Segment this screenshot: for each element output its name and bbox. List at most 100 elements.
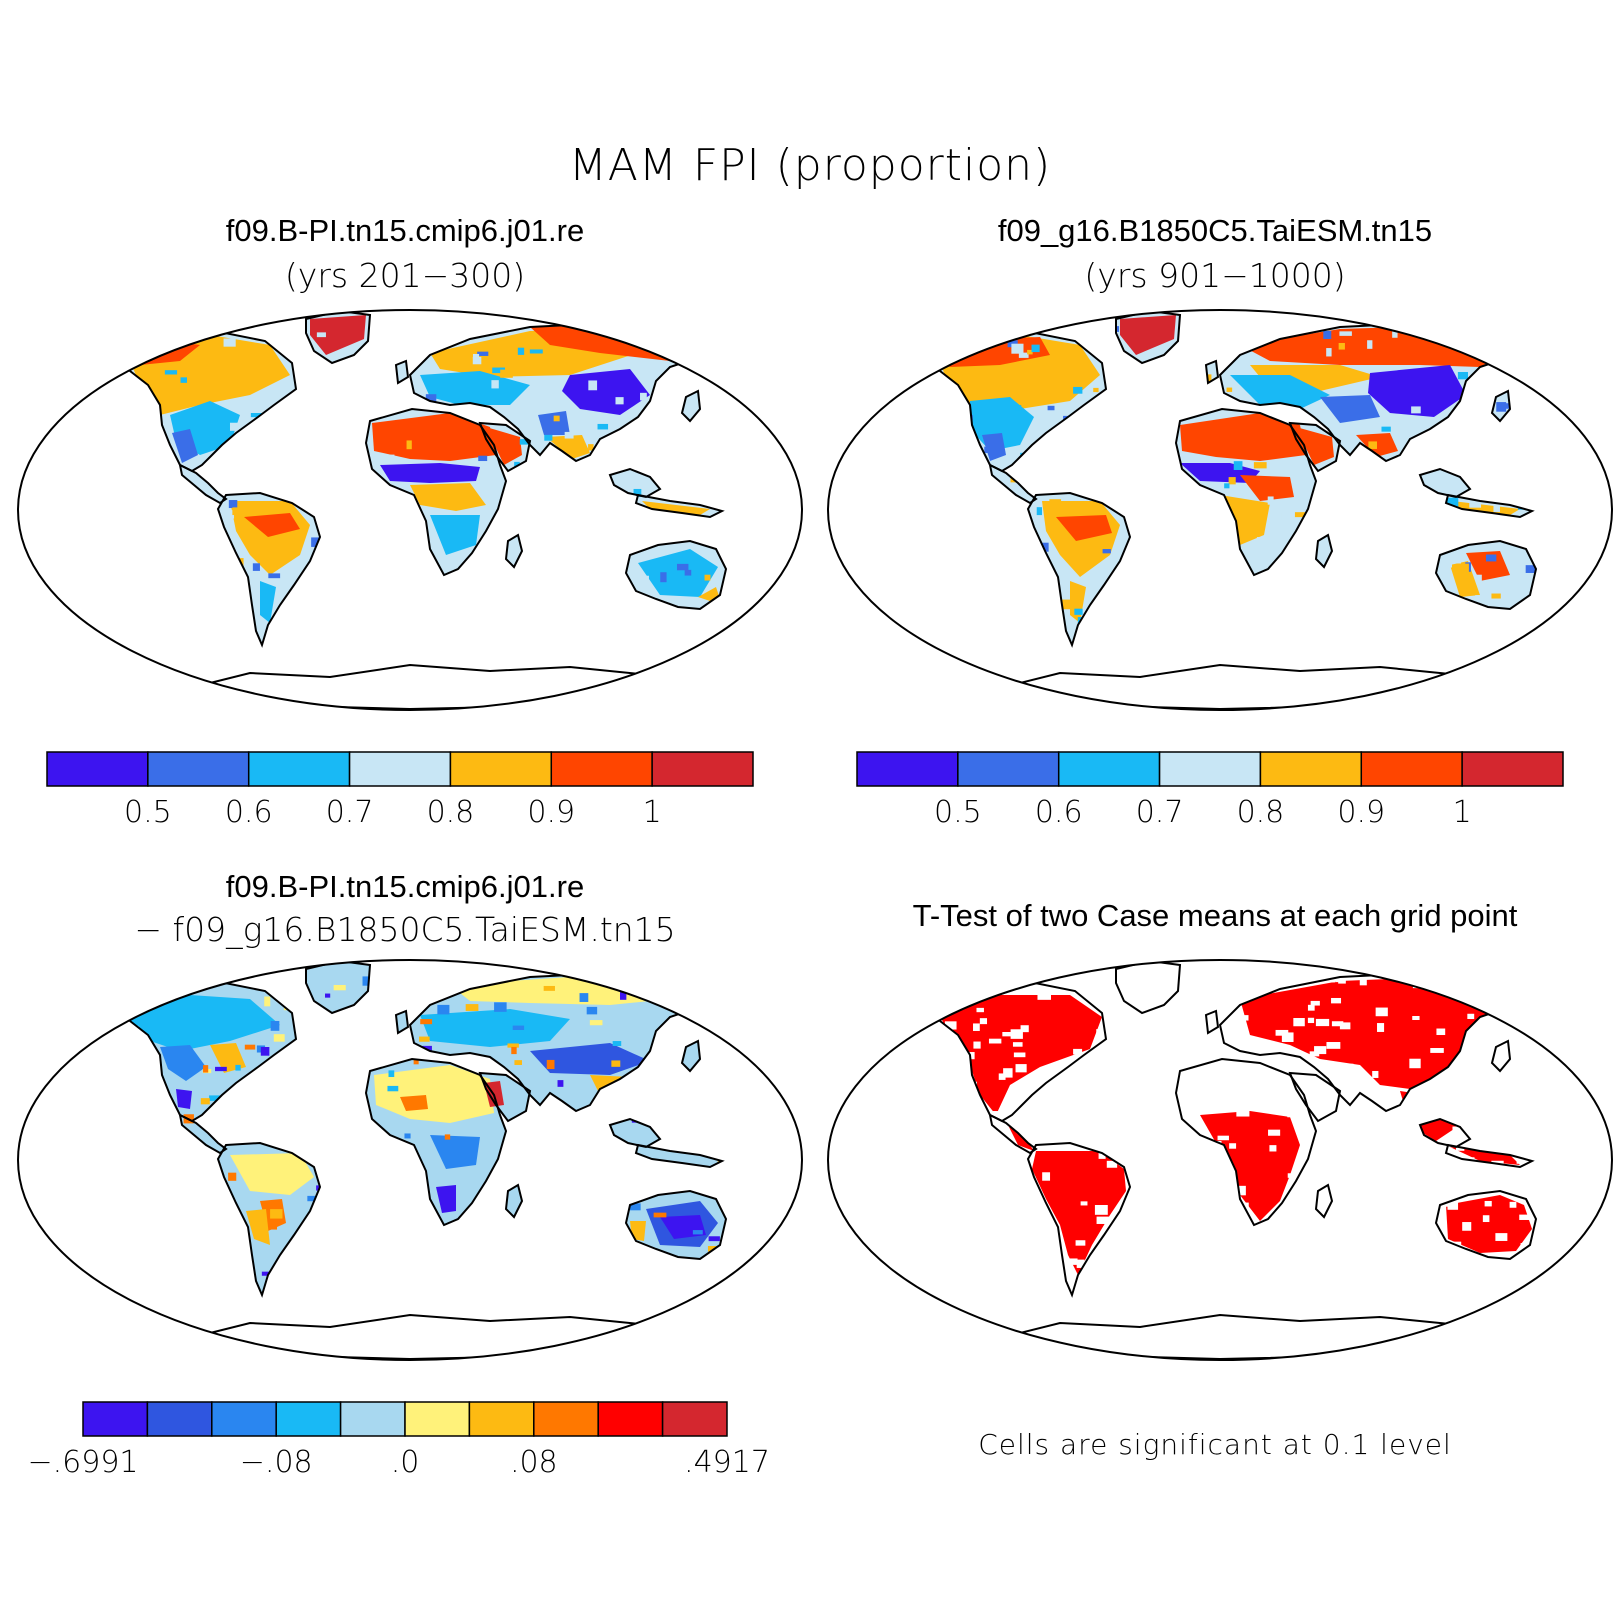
colorbar-box-0	[856, 751, 959, 787]
colorbar-box-6	[1461, 751, 1564, 787]
coast-indonesia	[1444, 1143, 1535, 1169]
panel-2-subtitle: (yrs 901−1000)	[1084, 256, 1346, 295]
colorbar-box-2	[1057, 751, 1161, 787]
coast-newZealand	[760, 597, 784, 635]
colorbar-box-3	[348, 751, 452, 787]
colorbar-box-7	[533, 1401, 599, 1437]
map-panel-1	[17, 309, 803, 711]
colorbar-label-2: .0	[391, 1445, 420, 1480]
panel-2-title: f09_g16.B1850C5.TaiESM.tn15	[997, 213, 1433, 248]
coast-madagascar	[1314, 1183, 1334, 1219]
colorbar-panel-1: 0.5 0.6 0.7 0.8 0.9 1	[46, 751, 754, 830]
colorbar-box-0	[46, 751, 149, 787]
coast-seAsia	[1418, 467, 1472, 499]
colorbar-panel-2: 0.5 0.6 0.7 0.8 0.9 1	[856, 751, 1564, 830]
colorbar-label-0: 0.5	[124, 795, 172, 830]
map-panel-2	[827, 309, 1613, 711]
colorbar-box-6	[651, 751, 754, 787]
colorbar-box-5	[1360, 751, 1463, 787]
map-border	[17, 959, 803, 1361]
figure-title: MAM FPI (proportion)	[568, 140, 1052, 191]
field-region-6	[1446, 1195, 1532, 1253]
coast-northAmerica	[118, 979, 298, 1123]
colorbar-box-9	[661, 1401, 728, 1437]
coast-madagascar	[504, 1183, 524, 1219]
coast-antarctica	[977, 1313, 1523, 1360]
coast-japan	[680, 389, 702, 423]
colorbar-box-0	[82, 1401, 149, 1437]
coast-seAsia	[608, 467, 662, 499]
coast-australia	[1434, 539, 1538, 611]
coast-japan	[680, 1039, 702, 1073]
colorbar-label-1: 0.6	[1035, 795, 1083, 830]
field-region-17	[1070, 581, 1086, 623]
coast-antarctica	[167, 663, 713, 710]
coast-indonesia	[634, 1143, 725, 1169]
field-region-11	[1296, 427, 1334, 465]
field-region-11	[380, 463, 480, 483]
field-region-19	[1450, 561, 1480, 597]
field-region-20	[1452, 501, 1520, 515]
coast-japan	[1490, 389, 1512, 423]
colorbar-box-5	[550, 751, 653, 787]
field-region-1	[160, 1045, 206, 1081]
coast-southAmerica	[216, 1141, 322, 1298]
field-region-12	[436, 1185, 456, 1213]
coast-uk	[1204, 1009, 1220, 1035]
colorbar-label-3: 0.8	[427, 795, 475, 830]
panel-3-title: f09.B-PI.tn15.cmip6.j01.re	[225, 869, 585, 904]
field-region-12	[410, 483, 486, 511]
field-region-2	[176, 1089, 192, 1109]
significance-note: Cells are significant at 0.1 level	[978, 1428, 1452, 1461]
field-region-15	[244, 513, 300, 537]
coast-southAmerica	[1026, 491, 1132, 648]
field-region-15	[246, 1209, 270, 1245]
colorbar-box-1	[147, 751, 250, 787]
coast-uk	[394, 1009, 410, 1035]
colorbar-box-4	[339, 1401, 406, 1437]
colorbar-label-0: −.6991	[27, 1445, 138, 1480]
colorbar-box-1	[957, 751, 1060, 787]
colorbar-box-6	[468, 1401, 535, 1437]
field-region-7	[1230, 375, 1330, 409]
colorbar-label-4: 0.9	[1337, 795, 1385, 830]
colorbar-label-4: .4917	[684, 1445, 770, 1480]
map-panel-3	[17, 959, 803, 1361]
coast-newZealand	[1570, 597, 1594, 635]
field-region-0	[130, 995, 280, 1051]
coast-indonesia	[634, 493, 725, 519]
coast-northAmerica	[118, 329, 298, 473]
field-region-9	[372, 413, 496, 461]
field-region-18	[538, 411, 570, 435]
field-region-2	[1240, 977, 1510, 1089]
panel-1-subtitle: (yrs 201−300)	[284, 256, 526, 295]
coast-japan	[1490, 1039, 1512, 1073]
field-region-21	[1356, 433, 1398, 457]
field-region-14	[1220, 495, 1270, 545]
coast-seAsia	[608, 1117, 662, 1149]
field-region-6	[530, 1043, 650, 1075]
colorbar-label-1: 0.6	[225, 795, 273, 830]
coast-australia	[1434, 1189, 1538, 1261]
coast-australia	[624, 1189, 728, 1261]
field-region-4	[982, 433, 1006, 461]
map-panel-4	[827, 959, 1613, 1361]
field-region-2	[1120, 315, 1176, 355]
colorbar-label-0: 0.5	[934, 795, 982, 830]
coast-antarctica	[167, 1313, 713, 1360]
colorbar-box-3	[1158, 751, 1262, 787]
map-border	[827, 309, 1613, 711]
colorbar-box-2	[247, 751, 351, 787]
colorbar-box-5	[404, 1401, 471, 1437]
panel-3-subtitle: − f09_g16.B1850C5.TaiESM.tn15	[134, 910, 676, 949]
field-region-5	[420, 1009, 570, 1047]
panel-4-title: T-Test of two Case means at each grid po…	[912, 898, 1518, 933]
coast-newZealand	[1570, 1247, 1594, 1285]
coast-madagascar	[504, 533, 524, 569]
coast-seAsia	[1418, 1117, 1472, 1149]
coast-arabia	[478, 1071, 532, 1123]
field-region-19	[642, 501, 710, 515]
field-region-11	[430, 1135, 480, 1169]
coast-uk	[1204, 359, 1220, 385]
colorbar-box-3	[275, 1401, 342, 1437]
